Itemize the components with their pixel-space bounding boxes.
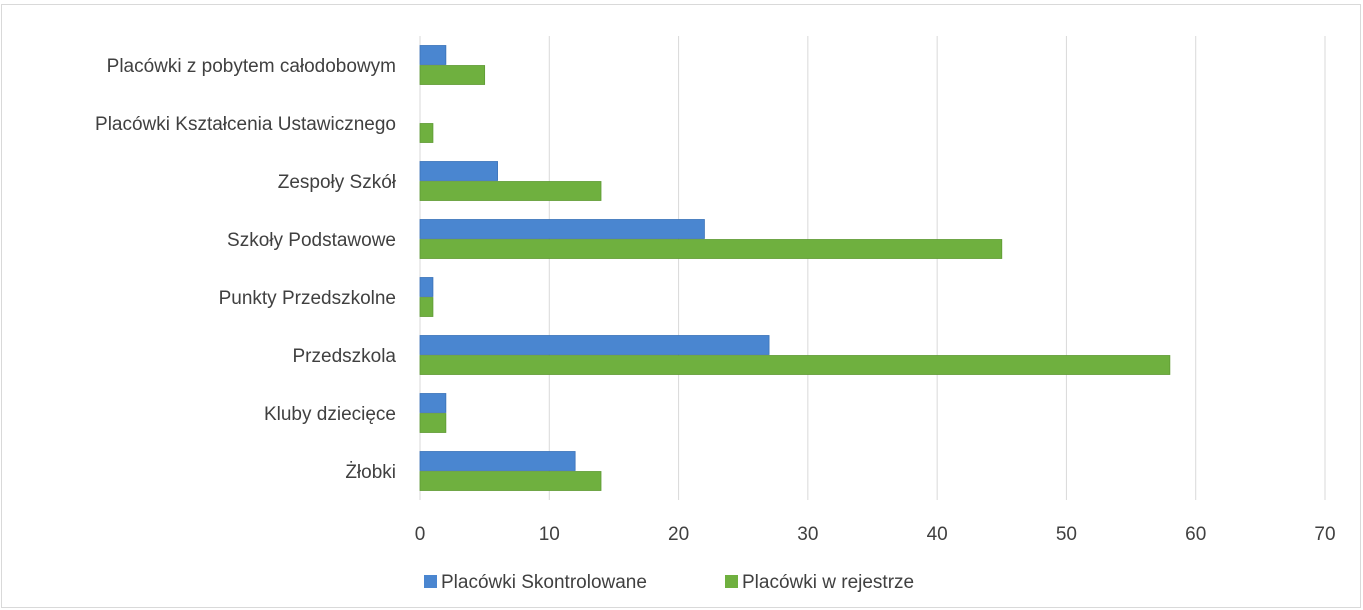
category-label: Kluby dziecięce bbox=[264, 404, 396, 425]
legend-swatch bbox=[725, 575, 738, 588]
x-tick-label: 0 bbox=[415, 524, 426, 545]
category-label: Szkoły Podstawowe bbox=[227, 230, 396, 251]
x-tick-label: 40 bbox=[927, 524, 948, 545]
bar-rejestr bbox=[419, 239, 1003, 259]
bar-rejestr bbox=[419, 471, 602, 491]
x-tick-label: 30 bbox=[797, 524, 818, 545]
bar-rejestr bbox=[419, 413, 447, 433]
x-tick-label: 50 bbox=[1056, 524, 1077, 545]
category-label: Żłobki bbox=[345, 462, 396, 483]
bar-skontrolowane bbox=[419, 45, 447, 65]
legend-label: Placówki w rejestrze bbox=[742, 572, 914, 593]
bar-skontrolowane bbox=[419, 393, 447, 413]
x-tick-label: 10 bbox=[539, 524, 560, 545]
category-labels: Placówki z pobytem całodobowym Placówki K… bbox=[95, 56, 397, 483]
legend-swatch bbox=[424, 575, 437, 588]
category-label: Zespoły Szkół bbox=[278, 172, 397, 193]
bars bbox=[419, 45, 1171, 491]
x-tick-labels: 0 10 20 30 40 50 60 70 bbox=[415, 524, 1336, 545]
bar-skontrolowane bbox=[419, 219, 705, 239]
category-label: Placówki z pobytem całodobowym bbox=[107, 56, 396, 77]
bar-skontrolowane bbox=[419, 335, 770, 355]
legend-label: Placówki Skontrolowane bbox=[441, 572, 647, 593]
bar-skontrolowane bbox=[419, 161, 498, 181]
bar-rejestr bbox=[419, 297, 434, 317]
category-label: Przedszkola bbox=[293, 346, 397, 367]
bar-rejestr bbox=[419, 355, 1171, 375]
legend: Placówki Skontrolowane Placówki w rejestr… bbox=[424, 572, 914, 593]
category-label: Punkty Przedszkolne bbox=[219, 288, 396, 309]
x-tick-label: 70 bbox=[1314, 524, 1335, 545]
bar-rejestr bbox=[419, 181, 602, 201]
bar-skontrolowane bbox=[419, 277, 434, 297]
gridlines bbox=[419, 36, 1326, 500]
x-tick-label: 20 bbox=[668, 524, 689, 545]
chart-frame bbox=[1, 4, 1361, 608]
bar-rejestr bbox=[419, 65, 486, 85]
category-label: Placówki Kształcenia Ustawicznego bbox=[95, 114, 396, 135]
bar-rejestr bbox=[419, 123, 434, 143]
bar-skontrolowane bbox=[419, 451, 576, 471]
x-tick-label: 60 bbox=[1185, 524, 1206, 545]
